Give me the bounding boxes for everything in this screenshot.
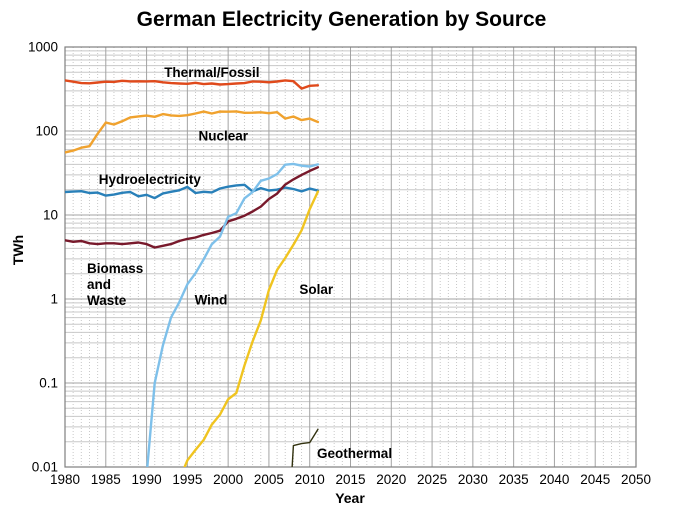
x-tick-label: 1985 <box>91 472 121 487</box>
series-line-biomass-and-waste <box>65 166 320 249</box>
x-tick-label: 2020 <box>376 472 406 487</box>
x-tick-label: 2015 <box>335 472 365 487</box>
series-line-solar <box>183 190 320 467</box>
y-tick-label: 1000 <box>28 40 58 55</box>
series-label-solar: Solar <box>299 282 334 297</box>
y-tick-label: 10 <box>43 208 58 223</box>
x-axis-title: Year <box>335 490 365 506</box>
x-tick-label: 2030 <box>458 472 488 487</box>
series-label-hydroelectricity: Hydroelectricity <box>99 172 202 187</box>
x-tick-label: 2005 <box>254 472 284 487</box>
x-tick-label: 1990 <box>132 472 162 487</box>
y-tick-label: 100 <box>35 124 58 139</box>
x-tick-label: 2035 <box>499 472 529 487</box>
x-tick-label: 2025 <box>417 472 447 487</box>
y-tick-label: 1 <box>50 292 58 307</box>
series-line-geothermal <box>291 428 319 467</box>
x-tick-label: 2040 <box>539 472 569 487</box>
x-tick-label: 2010 <box>295 472 325 487</box>
x-tick-label: 2045 <box>580 472 610 487</box>
plot-border <box>64 46 637 468</box>
series-label-wind: Wind <box>195 293 228 308</box>
y-tick-label: 0.01 <box>32 460 58 475</box>
series-line-nuclear <box>65 110 320 154</box>
series-label-thermal-fossil: Thermal/Fossil <box>164 65 259 80</box>
x-tick-label: 1995 <box>172 472 202 487</box>
series-label-nuclear: Nuclear <box>198 129 248 144</box>
y-tick-label: 0.1 <box>39 376 58 391</box>
series-line-hydroelectricity <box>65 183 320 200</box>
x-tick-label: 2050 <box>621 472 651 487</box>
series-line-thermal-fossil <box>65 79 320 90</box>
series-label-geothermal: Geothermal <box>317 446 392 461</box>
chart-title: German Electricity Generation by Source <box>136 8 547 31</box>
series-line-wind <box>146 162 320 467</box>
x-tick-label: 1980 <box>50 472 80 487</box>
x-tick-label: 2000 <box>213 472 243 487</box>
series-label-biomass-and-waste: Biomass and Waste <box>87 261 143 308</box>
